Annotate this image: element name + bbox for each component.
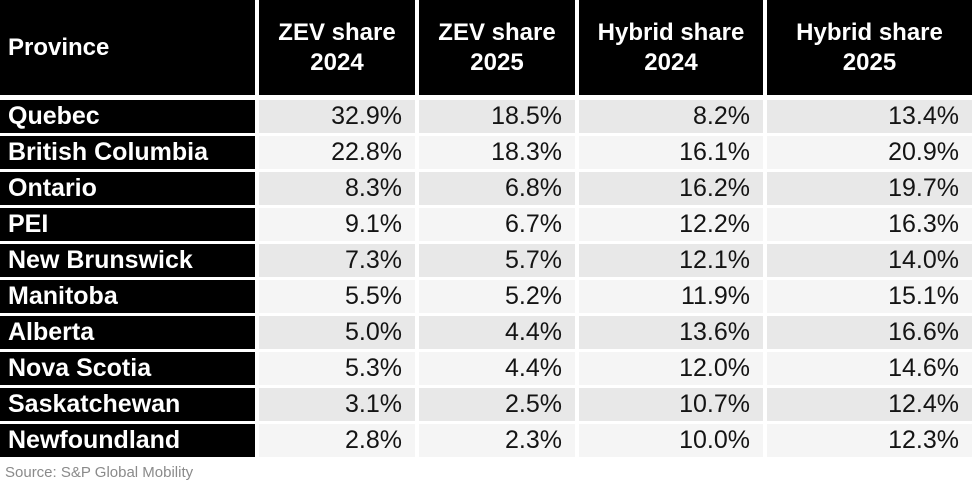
- table-header-row: Province ZEV share 2024 ZEV share 2025 H…: [0, 0, 972, 95]
- hybrid-2025-cell: 12.4%: [767, 388, 972, 421]
- table-row-ontario: Ontario 8.3% 6.8% 16.2% 19.7%: [0, 172, 972, 205]
- col-header-hybrid-share-2024: Hybrid share 2024: [579, 0, 763, 95]
- source-attribution: Source: S&P Global Mobility: [5, 464, 194, 481]
- hybrid-2025-cell: 14.0%: [767, 244, 972, 277]
- province-cell: Manitoba: [0, 280, 255, 313]
- col-header-hybrid-share-2025: Hybrid share 2025: [767, 0, 972, 95]
- zev-2025-cell: 5.7%: [419, 244, 575, 277]
- zev-2025-cell: 18.3%: [419, 136, 575, 169]
- province-cell: New Brunswick: [0, 244, 255, 277]
- zev-2024-cell: 7.3%: [259, 244, 415, 277]
- table-row-nova-scotia: Nova Scotia 5.3% 4.4% 12.0% 14.6%: [0, 352, 972, 385]
- hybrid-2024-cell: 10.0%: [579, 424, 763, 457]
- table-row-saskatchewan: Saskatchewan 3.1% 2.5% 10.7% 12.4%: [0, 388, 972, 421]
- table-row-new-brunswick: New Brunswick 7.3% 5.7% 12.1% 14.0%: [0, 244, 972, 277]
- hybrid-2024-cell: 12.1%: [579, 244, 763, 277]
- hybrid-2025-cell: 15.1%: [767, 280, 972, 313]
- hybrid-2024-cell: 16.1%: [579, 136, 763, 169]
- hybrid-2025-cell: 12.3%: [767, 424, 972, 457]
- zev-2025-cell: 6.7%: [419, 208, 575, 241]
- zev-2024-cell: 22.8%: [259, 136, 415, 169]
- zev-2024-cell: 3.1%: [259, 388, 415, 421]
- table-row-alberta: Alberta 5.0% 4.4% 13.6% 16.6%: [0, 316, 972, 349]
- zev-2025-cell: 6.8%: [419, 172, 575, 205]
- hybrid-2025-cell: 19.7%: [767, 172, 972, 205]
- hybrid-2024-cell: 12.0%: [579, 352, 763, 385]
- province-cell: Saskatchewan: [0, 388, 255, 421]
- zev-2025-cell: 5.2%: [419, 280, 575, 313]
- col-header-province: Province: [0, 0, 255, 95]
- table-row-quebec: Quebec 32.9% 18.5% 8.2% 13.4%: [0, 100, 972, 133]
- col-header-zev-share-2025: ZEV share 2025: [419, 0, 575, 95]
- hybrid-2025-cell: 14.6%: [767, 352, 972, 385]
- hybrid-2025-cell: 16.3%: [767, 208, 972, 241]
- province-cell: PEI: [0, 208, 255, 241]
- hybrid-2025-cell: 20.9%: [767, 136, 972, 169]
- hybrid-2025-cell: 16.6%: [767, 316, 972, 349]
- zev-2024-cell: 9.1%: [259, 208, 415, 241]
- hybrid-2024-cell: 16.2%: [579, 172, 763, 205]
- zev-2025-cell: 4.4%: [419, 316, 575, 349]
- table-row-newfoundland: Newfoundland 2.8% 2.3% 10.0% 12.3%: [0, 424, 972, 457]
- hybrid-2024-cell: 13.6%: [579, 316, 763, 349]
- province-cell: British Columbia: [0, 136, 255, 169]
- zev-2024-cell: 2.8%: [259, 424, 415, 457]
- zev-2025-cell: 18.5%: [419, 100, 575, 133]
- hybrid-2024-cell: 12.2%: [579, 208, 763, 241]
- province-cell: Ontario: [0, 172, 255, 205]
- hybrid-2024-cell: 10.7%: [579, 388, 763, 421]
- table-row-british-columbia: British Columbia 22.8% 18.3% 16.1% 20.9%: [0, 136, 972, 169]
- zev-2024-cell: 5.0%: [259, 316, 415, 349]
- zev-2025-cell: 4.4%: [419, 352, 575, 385]
- zev-2025-cell: 2.5%: [419, 388, 575, 421]
- col-header-zev-share-2024: ZEV share 2024: [259, 0, 415, 95]
- zev-2024-cell: 5.3%: [259, 352, 415, 385]
- province-cell: Newfoundland: [0, 424, 255, 457]
- province-cell: Quebec: [0, 100, 255, 133]
- table-row-pei: PEI 9.1% 6.7% 12.2% 16.3%: [0, 208, 972, 241]
- hybrid-2024-cell: 11.9%: [579, 280, 763, 313]
- zev-2024-cell: 32.9%: [259, 100, 415, 133]
- hybrid-2024-cell: 8.2%: [579, 100, 763, 133]
- zev-2024-cell: 5.5%: [259, 280, 415, 313]
- zev-2024-cell: 8.3%: [259, 172, 415, 205]
- province-cell: Alberta: [0, 316, 255, 349]
- province-cell: Nova Scotia: [0, 352, 255, 385]
- table-row-manitoba: Manitoba 5.5% 5.2% 11.9% 15.1%: [0, 280, 972, 313]
- zev-2025-cell: 2.3%: [419, 424, 575, 457]
- hybrid-2025-cell: 13.4%: [767, 100, 972, 133]
